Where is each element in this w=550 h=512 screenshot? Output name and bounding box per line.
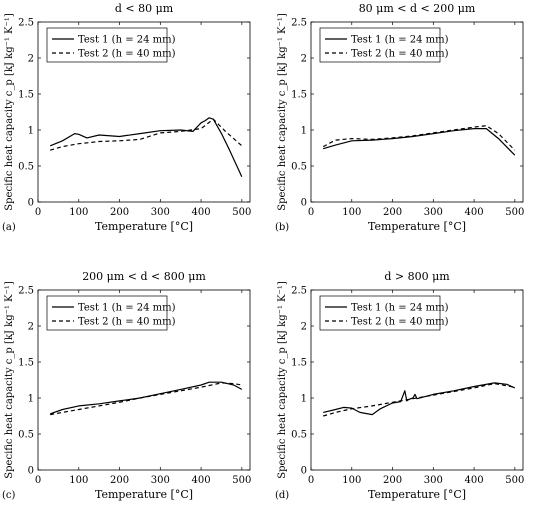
y-tick-label: 0.5 [18,430,34,441]
legend-entry-1: Test 1 (h = 24 mm) [78,303,176,314]
y-tick-label: 0.5 [291,162,307,173]
x-tick-label: 200 [383,475,402,486]
y-tick-label: 1 [301,126,307,137]
x-tick-label: 200 [110,475,129,486]
series-line-2 [323,383,515,417]
x-tick-label: 100 [342,475,361,486]
legend-entry-1: Test 1 (h = 24 mm) [351,35,449,46]
series-line-2 [50,118,243,151]
y-axis-label: Specific heat capacity c_p [kJ kg⁻¹ K⁻¹] [4,281,15,479]
x-tick-label: 300 [424,207,443,218]
y-tick-label: 2 [301,322,307,333]
y-tick-label: 1 [301,394,307,405]
chart-title: 200 μm < d < 800 μm [82,270,206,283]
legend-box [319,295,441,331]
x-tick-label: 100 [342,207,361,218]
legend-box [46,295,168,331]
x-tick-label: 500 [232,475,251,486]
y-tick-label: 1.5 [291,358,307,369]
y-tick-label: 2.5 [18,18,34,29]
x-tick-label: 400 [192,207,211,218]
y-tick-label: 0 [28,466,34,477]
legend-box [46,27,168,63]
x-tick-label: 300 [151,207,170,218]
plot-frame [310,289,524,471]
y-axis-label: Specific heat capacity c_p [kJ kg⁻¹ K⁻¹] [277,13,288,211]
x-tick-label: 400 [192,475,211,486]
y-axis-label: Specific heat capacity c_p [kJ kg⁻¹ K⁻¹] [4,13,15,211]
chart-title: 80 μm < d < 200 μm [359,2,476,15]
x-tick-label: 0 [35,207,41,218]
y-tick-label: 1 [28,126,34,137]
x-tick-label: 100 [69,207,88,218]
x-tick-label: 500 [505,475,524,486]
legend-entry-1: Test 1 (h = 24 mm) [351,303,449,314]
legend-entry-2: Test 2 (h = 40 mm) [351,49,449,60]
chart-panel-d: d > 800 μm 0 100 200 300 400 500 0 0.5 1 1.5 2 2.5 Te… [275,270,524,501]
plot-frame [37,289,251,471]
y-tick-label: 0 [301,466,307,477]
y-tick-label: 0.5 [291,430,307,441]
x-tick-label: 300 [151,475,170,486]
legend: Test 1 (h = 24 mm) Test 2 (h = 40 mm) [319,295,449,331]
panel-label: (b) [275,222,289,233]
series-line-1 [50,381,243,415]
x-tick-label: 0 [35,475,41,486]
legend: Test 1 (h = 24 mm) Test 2 (h = 40 mm) [46,27,176,63]
x-axis-label: Temperature [°C] [95,220,193,233]
y-tick-label: 1.5 [18,90,34,101]
x-tick-label: 300 [424,475,443,486]
x-axis-label: Temperature [°C] [95,488,193,501]
y-tick-label: 0 [301,198,307,209]
y-tick-label: 1 [28,394,34,405]
y-tick-label: 2.5 [18,286,34,297]
y-tick-label: 1.5 [291,90,307,101]
y-tick-label: 2 [28,54,34,65]
x-tick-label: 0 [308,475,314,486]
y-tick-label: 2 [28,322,34,333]
legend-entry-2: Test 2 (h = 40 mm) [78,49,176,60]
legend-box [319,27,441,63]
legend: Test 1 (h = 24 mm) Test 2 (h = 40 mm) [46,295,176,331]
x-tick-label: 400 [465,207,484,218]
series-line-2 [50,382,242,416]
legend-entry-2: Test 2 (h = 40 mm) [351,317,449,328]
x-tick-label: 400 [465,475,484,486]
x-tick-label: 500 [232,207,251,218]
x-tick-label: 200 [110,207,129,218]
series-line-1 [49,117,243,178]
x-tick-label: 200 [383,207,402,218]
panel-label: (a) [2,222,16,233]
chart-title: d > 800 μm [384,270,450,283]
plot-frame [310,21,524,203]
x-axis-label: Temperature [°C] [368,220,466,233]
series-line-2 [322,125,516,151]
y-tick-label: 0.5 [18,162,34,173]
x-tick-label: 100 [69,475,88,486]
legend-entry-2: Test 2 (h = 40 mm) [78,317,176,328]
x-axis-label: Temperature [°C] [368,488,466,501]
y-tick-label: 2.5 [291,286,307,297]
y-tick-label: 1.5 [18,358,34,369]
y-tick-label: 2.5 [291,18,307,29]
y-tick-label: 0 [28,198,34,209]
legend-entry-1: Test 1 (h = 24 mm) [78,35,176,46]
chart-panel-b: 80 μm < d < 200 μm 0 100 200 300 400 500 0 0.5 1 1… [275,2,524,233]
x-tick-label: 0 [308,207,314,218]
series-line-1 [323,382,516,416]
plot-frame [37,21,251,203]
y-tick-label: 2 [301,54,307,65]
panel-label: (d) [275,490,289,501]
panel-label: (c) [2,490,16,501]
chart-panel-a: d < 80 μm 0 100 200 300 400 500 0 0.5 1 1.5 2 2.5 Tem… [2,2,251,233]
x-tick-label: 500 [505,207,524,218]
chart-title: d < 80 μm [115,2,174,15]
legend: Test 1 (h = 24 mm) Test 2 (h = 40 mm) [319,27,449,63]
y-axis-label: Specific heat capacity c_p [kJ kg⁻¹ K⁻¹] [277,281,288,479]
chart-panel-c: 200 μm < d < 800 μm 0 100 200 300 400 500 0 0.5 1… [2,270,251,501]
series-line-1 [323,128,516,156]
